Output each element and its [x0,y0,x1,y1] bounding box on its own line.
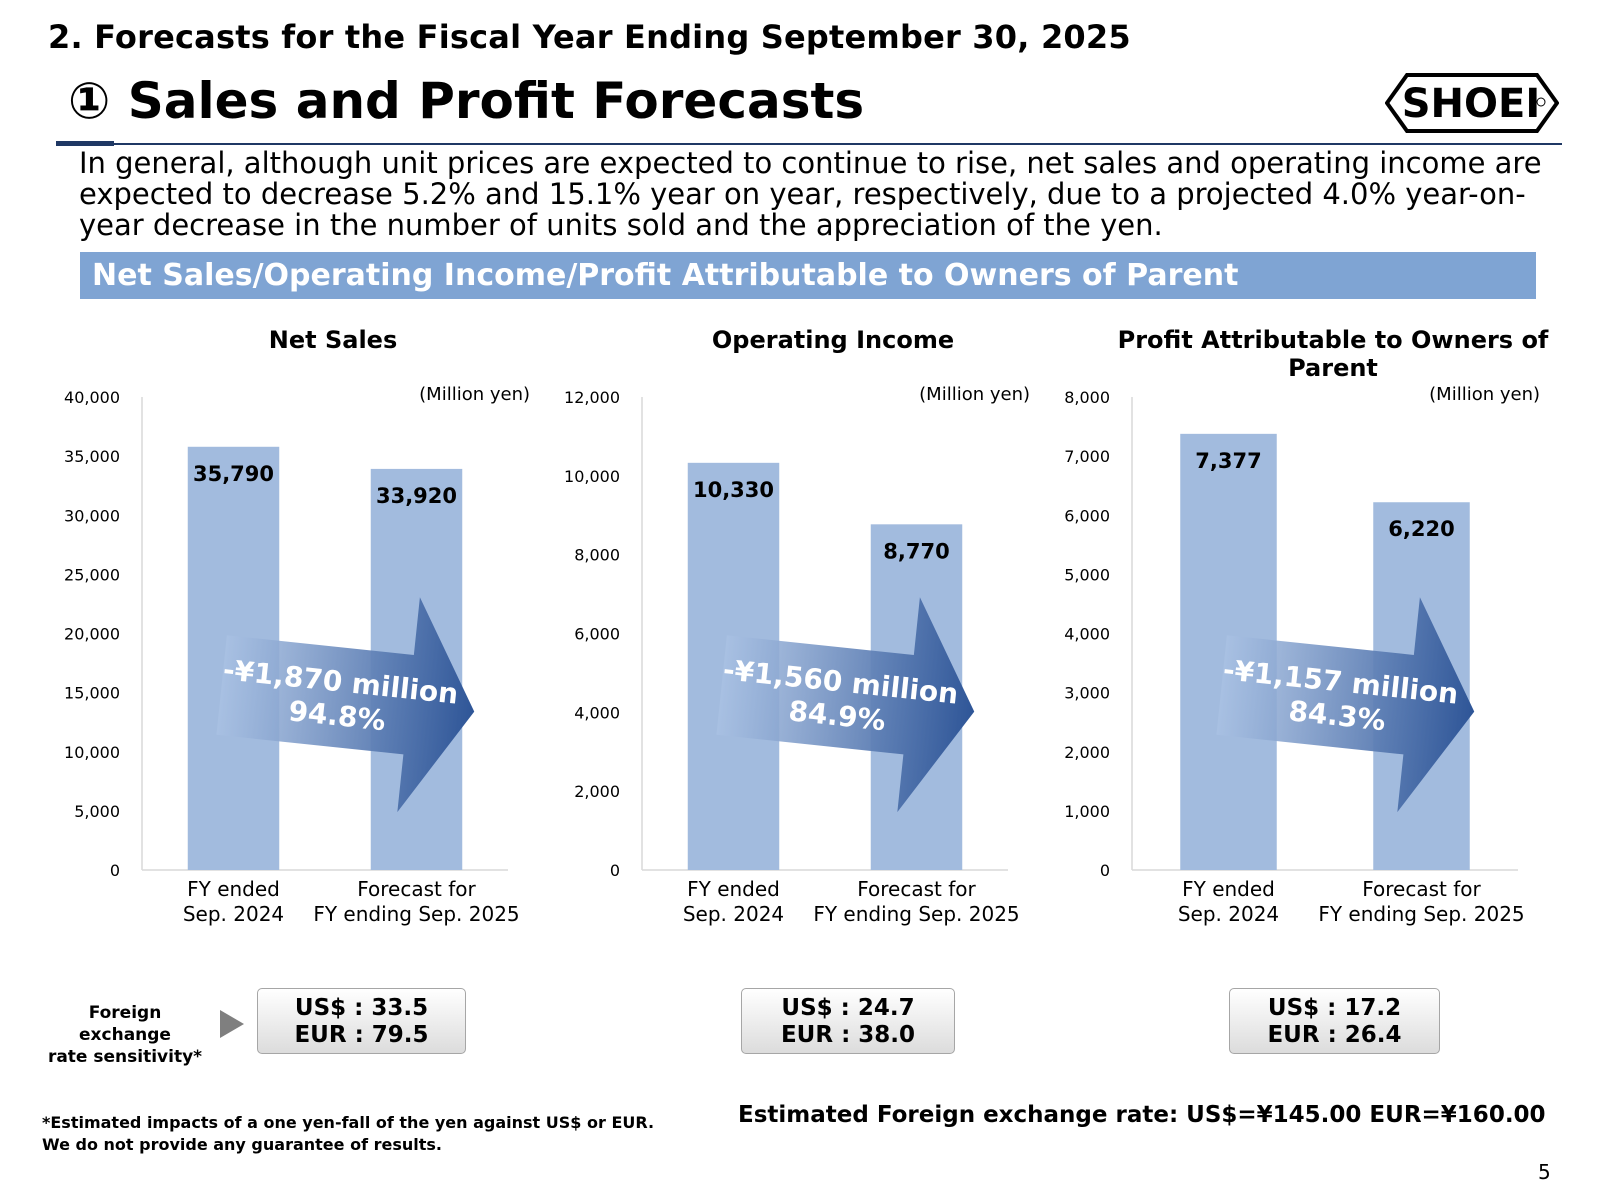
y-tick-label: 0 [1100,861,1110,880]
change-arrow-icon [716,597,975,813]
fx-eur-value: EUR : 26.4 [1267,1022,1402,1048]
title-divider [56,143,1562,145]
footnote: *Estimated impacts of a one yen-fall of … [42,1112,654,1156]
x-category-label: FY ended [687,877,780,901]
y-tick-label: 7,000 [1064,447,1110,466]
page-title: ① Sales and Profit Forecasts [68,72,865,130]
y-tick-label: 25,000 [64,565,120,584]
y-tick-label: 8,000 [574,546,620,565]
y-tick-label: 3,000 [1064,684,1110,703]
footnote-line1: *Estimated impacts of a one yen-fall of … [42,1113,655,1132]
section-banner-text: Net Sales/Operating Income/Profit Attrib… [92,258,1239,293]
change-arrow-icon [216,597,475,813]
x-category-label: FY ended [1182,877,1275,901]
y-tick-label: 2,000 [574,782,620,801]
bar-value-label: 35,790 [193,462,274,486]
logo-text: SHOEI [1402,81,1541,127]
summary-text: In general, although unit prices are exp… [79,146,1542,242]
x-category-label: Sep. 2024 [1178,902,1279,926]
fx-sensitivity-label-line1: Foreign exchange [79,1003,171,1045]
y-tick-label: 10,000 [564,467,620,486]
y-tick-label: 2,000 [1064,743,1110,762]
page-number: 5 [1538,1160,1551,1184]
unit-label: (Million yen) [419,384,530,405]
fx-rate-note: Estimated Foreign exchange rate: US$=¥14… [738,1102,1546,1128]
footnote-line2: We do not provide any guarantee of resul… [42,1135,442,1154]
net-sales-chart: Net Sales (Million yen) 0 5,000 10,000 15,000… [64,326,530,926]
y-tick-label: 1,000 [1064,802,1110,821]
fx-sensitivity-box-operating-income: US$ : 24.7 EUR : 38.0 [741,988,955,1054]
fx-sensitivity-label-line2: rate sensitivity* [47,1047,203,1067]
y-tick-label: 35,000 [64,447,120,466]
fx-sensitivity-box-profit: US$ : 17.2 EUR : 26.4 [1229,988,1440,1054]
operating-income-chart: Operating Income (Million yen) 0 2,000 4,000… [564,326,1030,926]
chart-title: Profit Attributable to Owners of [1118,326,1549,354]
y-tick-label: 4,000 [1064,625,1110,644]
bar-value-label: 10,330 [693,478,774,502]
fx-usd-value: US$ : 17.2 [1267,995,1402,1021]
fx-usd-value: US$ : 33.5 [294,995,429,1021]
change-arrow-icon [1216,597,1475,813]
y-tick-label: 6,000 [1064,506,1110,525]
bar-value-label: 33,920 [376,484,457,508]
play-arrow-icon [220,1010,244,1038]
chart-title: Operating Income [712,326,954,354]
bar-value-label: 8,770 [883,539,949,563]
chart-title: Parent [1288,354,1378,382]
y-tick-label: 5,000 [1064,565,1110,584]
x-category-label: Forecast for [1362,877,1481,901]
y-tick-label: 10,000 [64,743,120,762]
registered-mark-icon [1536,97,1546,107]
fx-sensitivity-label: Foreign exchange rate sensitivity* [40,1002,210,1068]
x-category-label: Forecast for [857,877,976,901]
x-category-label: Sep. 2024 [183,902,284,926]
bar-value-label: 6,220 [1388,517,1454,541]
x-category-label: FY ending Sep. 2025 [1318,902,1524,926]
y-tick-label: 12,000 [564,388,620,407]
y-tick-label: 0 [110,861,120,880]
title-divider-accent [56,141,114,146]
fx-sensitivity-box-net-sales: US$ : 33.5 EUR : 79.5 [257,988,466,1054]
y-tick-label: 5,000 [74,802,120,821]
x-category-label: FY ending Sep. 2025 [313,902,519,926]
chart-title: Net Sales [269,326,397,354]
fx-eur-value: EUR : 38.0 [780,1022,916,1048]
y-tick-label: 15,000 [64,684,120,703]
y-tick-label: 8,000 [1064,388,1110,407]
shoei-logo: SHOEI [1385,73,1559,133]
fx-eur-value: EUR : 79.5 [294,1022,429,1048]
unit-label: (Million yen) [1429,384,1540,405]
x-category-label: FY ended [187,877,280,901]
bar-value-label: 7,377 [1195,449,1261,473]
section-heading: 2. Forecasts for the Fiscal Year Ending … [48,18,1131,56]
y-tick-label: 4,000 [574,703,620,722]
y-tick-label: 20,000 [64,625,120,644]
y-tick-label: 30,000 [64,506,120,525]
y-tick-label: 0 [610,861,620,880]
y-tick-label: 40,000 [64,388,120,407]
section-banner [80,252,1536,299]
unit-label: (Million yen) [919,384,1030,405]
y-tick-label: 6,000 [574,625,620,644]
fx-usd-value: US$ : 24.7 [781,995,915,1021]
x-category-label: Sep. 2024 [683,902,784,926]
x-category-label: Forecast for [357,877,476,901]
x-category-label: FY ending Sep. 2025 [813,902,1019,926]
